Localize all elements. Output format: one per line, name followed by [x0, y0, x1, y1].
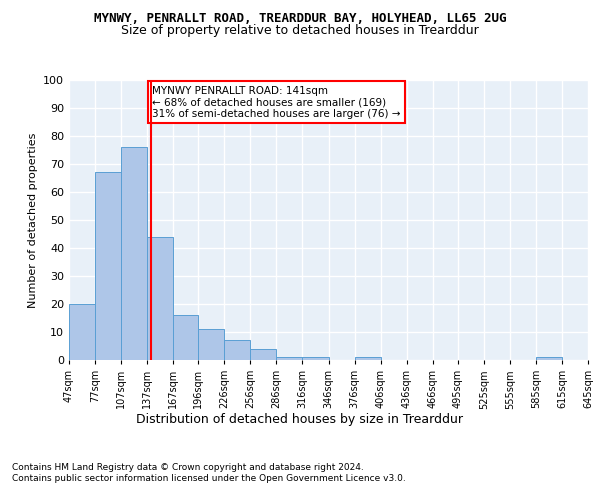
Text: MYNWY, PENRALLT ROAD, TREARDDUR BAY, HOLYHEAD, LL65 2UG: MYNWY, PENRALLT ROAD, TREARDDUR BAY, HOL…	[94, 12, 506, 26]
Bar	[69, 304, 95, 360]
Bar	[536, 357, 562, 360]
Text: MYNWY PENRALLT ROAD: 141sqm
← 68% of detached houses are smaller (169)
31% of se: MYNWY PENRALLT ROAD: 141sqm ← 68% of det…	[152, 86, 401, 119]
Bar	[173, 315, 199, 360]
Bar	[355, 357, 380, 360]
Y-axis label: Number of detached properties: Number of detached properties	[28, 132, 38, 308]
Bar	[250, 349, 277, 360]
Bar	[95, 172, 121, 360]
Text: Distribution of detached houses by size in Trearddur: Distribution of detached houses by size …	[137, 412, 464, 426]
Bar	[121, 147, 147, 360]
Text: Size of property relative to detached houses in Trearddur: Size of property relative to detached ho…	[121, 24, 479, 37]
Bar	[277, 357, 302, 360]
Bar	[199, 329, 224, 360]
Bar	[302, 357, 329, 360]
Text: Contains public sector information licensed under the Open Government Licence v3: Contains public sector information licen…	[12, 474, 406, 483]
Text: Contains HM Land Registry data © Crown copyright and database right 2024.: Contains HM Land Registry data © Crown c…	[12, 462, 364, 471]
Bar	[147, 237, 173, 360]
Bar	[224, 340, 250, 360]
